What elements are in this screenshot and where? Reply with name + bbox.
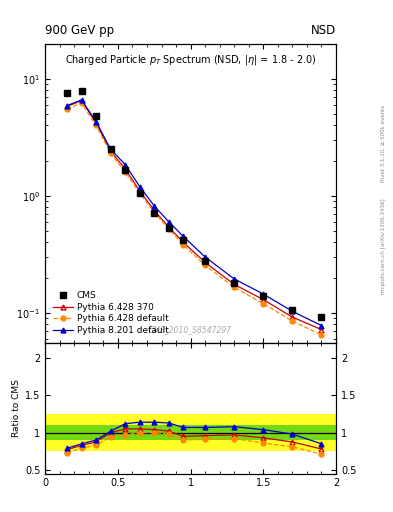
Pythia 8.201 default bbox=[167, 219, 171, 225]
Y-axis label: Ratio to CMS: Ratio to CMS bbox=[12, 379, 21, 437]
Line: Pythia 6.428 default: Pythia 6.428 default bbox=[64, 101, 324, 337]
CMS bbox=[138, 190, 142, 197]
Text: Rivet 3.1.10, ≥ 500k events: Rivet 3.1.10, ≥ 500k events bbox=[381, 105, 386, 182]
CMS bbox=[203, 258, 208, 264]
Pythia 6.428 370 bbox=[319, 327, 324, 333]
Bar bbox=[45, 414, 336, 451]
Line: Pythia 8.201 default: Pythia 8.201 default bbox=[64, 97, 324, 328]
Pythia 8.201 default bbox=[123, 161, 128, 167]
Pythia 6.428 default bbox=[79, 100, 84, 106]
Text: NSD: NSD bbox=[311, 24, 336, 37]
CMS bbox=[64, 90, 70, 96]
Text: 900 GeV pp: 900 GeV pp bbox=[45, 24, 114, 37]
Pythia 6.428 default bbox=[138, 190, 142, 197]
Pythia 8.201 default bbox=[138, 183, 142, 189]
Pythia 6.428 370 bbox=[167, 224, 171, 230]
Pythia 6.428 370 bbox=[232, 282, 237, 288]
Pythia 8.201 default bbox=[261, 291, 266, 297]
Pythia 8.201 default bbox=[108, 146, 113, 152]
Pythia 6.428 default bbox=[232, 284, 237, 290]
Pythia 6.428 default bbox=[203, 262, 208, 268]
Pythia 6.428 370 bbox=[138, 188, 142, 194]
CMS bbox=[108, 146, 113, 152]
Legend: CMS, Pythia 6.428 370, Pythia 6.428 default, Pythia 8.201 default: CMS, Pythia 6.428 370, Pythia 6.428 defa… bbox=[50, 287, 172, 339]
Pythia 8.201 default bbox=[181, 233, 186, 240]
CMS bbox=[232, 280, 237, 286]
CMS bbox=[79, 88, 84, 94]
CMS bbox=[167, 225, 171, 231]
Pythia 8.201 default bbox=[203, 254, 208, 260]
Pythia 6.428 370 bbox=[79, 98, 84, 104]
Text: CMS_2010_S8547297: CMS_2010_S8547297 bbox=[149, 325, 232, 334]
Pythia 6.428 default bbox=[261, 301, 266, 307]
Text: Charged Particle $p_T$ Spectrum (NSD, $|\eta|$ = 1.8 - 2.0): Charged Particle $p_T$ Spectrum (NSD, $|… bbox=[65, 53, 316, 67]
Pythia 6.428 370 bbox=[94, 120, 98, 126]
Bar bbox=[45, 425, 336, 440]
Pythia 6.428 370 bbox=[108, 148, 113, 155]
CMS bbox=[152, 209, 156, 216]
Pythia 6.428 370 bbox=[123, 166, 128, 172]
Pythia 8.201 default bbox=[94, 119, 98, 125]
CMS bbox=[319, 314, 324, 320]
Pythia 6.428 default bbox=[319, 332, 324, 338]
Pythia 6.428 370 bbox=[261, 296, 266, 303]
Pythia 6.428 370 bbox=[290, 314, 295, 320]
Pythia 6.428 370 bbox=[152, 207, 156, 214]
Pythia 6.428 default bbox=[108, 151, 113, 157]
Pythia 8.201 default bbox=[319, 323, 324, 329]
Pythia 6.428 default bbox=[181, 242, 186, 248]
Pythia 8.201 default bbox=[64, 102, 70, 109]
Pythia 6.428 default bbox=[94, 122, 98, 129]
Pythia 8.201 default bbox=[152, 203, 156, 209]
Pythia 6.428 default bbox=[152, 209, 156, 216]
CMS bbox=[261, 293, 266, 299]
CMS bbox=[94, 113, 98, 119]
CMS bbox=[123, 167, 128, 174]
Pythia 8.201 default bbox=[232, 276, 237, 282]
Pythia 6.428 default bbox=[123, 169, 128, 175]
CMS bbox=[181, 237, 186, 243]
Line: Pythia 6.428 370: Pythia 6.428 370 bbox=[64, 98, 324, 332]
Pythia 8.201 default bbox=[290, 308, 295, 314]
Line: CMS: CMS bbox=[64, 88, 325, 320]
Text: mcplots.cern.ch [arXiv:1306.3436]: mcplots.cern.ch [arXiv:1306.3436] bbox=[381, 198, 386, 293]
Pythia 6.428 default bbox=[64, 106, 70, 112]
Pythia 6.428 default bbox=[167, 226, 171, 232]
Pythia 6.428 370 bbox=[181, 239, 186, 245]
CMS bbox=[290, 307, 295, 313]
Pythia 6.428 default bbox=[290, 318, 295, 324]
Pythia 6.428 370 bbox=[203, 259, 208, 265]
Pythia 6.428 370 bbox=[64, 103, 70, 110]
Pythia 8.201 default bbox=[79, 97, 84, 103]
